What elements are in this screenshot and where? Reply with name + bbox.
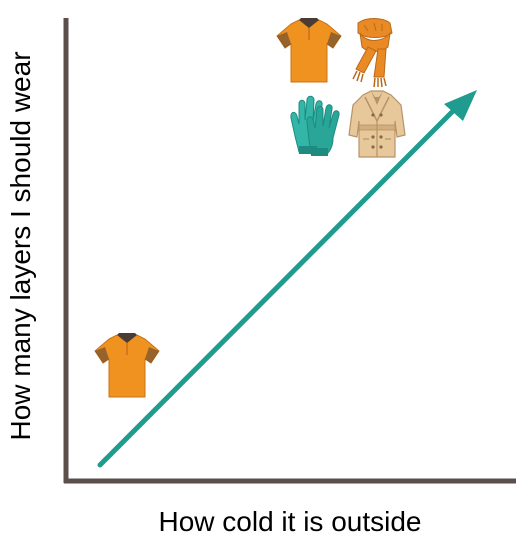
trend-arrow-shaft — [97, 103, 461, 468]
scarf-icon — [352, 18, 393, 88]
coat-icon — [348, 90, 406, 158]
gloves-icon — [290, 95, 340, 156]
y-axis-label: How many layers I should wear — [5, 51, 36, 440]
trend-arrowhead — [444, 90, 477, 121]
t-shirt-icon — [94, 333, 160, 398]
t-shirt-icon — [276, 18, 342, 83]
x-axis-label: How cold it is outside — [158, 506, 421, 537]
trend-arrow — [97, 90, 477, 468]
